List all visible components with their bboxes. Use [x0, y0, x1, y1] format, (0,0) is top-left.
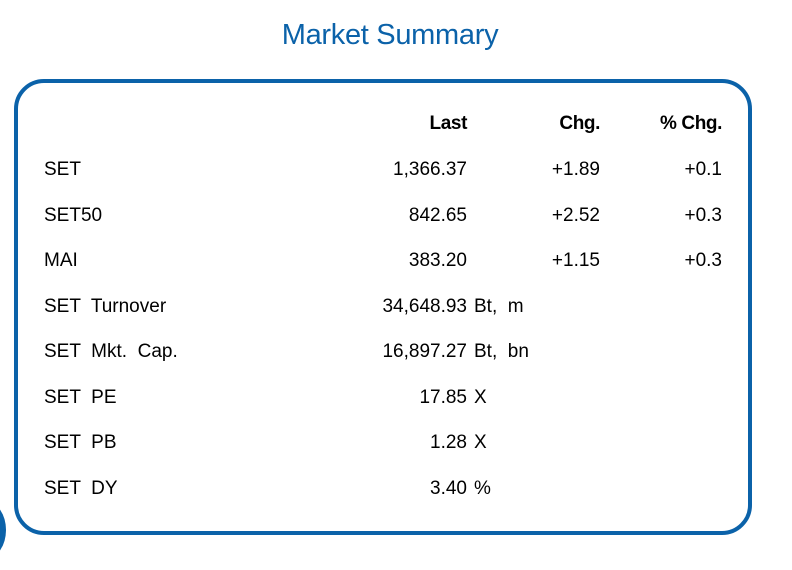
header-pct-chg: % Chg. [660, 113, 722, 134]
stat-unit: Bt, bn [474, 341, 529, 362]
stat-value: 3.40 [430, 478, 467, 499]
stat-label: SET Turnover [44, 296, 167, 317]
row-label: SET50 [44, 205, 103, 226]
row-label: SET [44, 159, 81, 180]
row-chg: +1.15 [551, 250, 600, 271]
stat-label: SET PE [44, 387, 117, 408]
decorative-circle [0, 502, 6, 558]
row-last: 842.65 [408, 205, 467, 226]
row-chg: +2.52 [551, 205, 600, 226]
stat-label: SET PB [44, 432, 117, 453]
stat-unit: Bt, m [474, 296, 524, 317]
stat-label: SET DY [44, 478, 118, 499]
stat-unit: X [474, 387, 487, 408]
stat-value: 17.85 [419, 387, 467, 408]
row-last: 383.20 [408, 250, 467, 271]
stat-value: 34,648.93 [382, 296, 467, 317]
stat-value: 1.28 [430, 432, 467, 453]
row-pct: +0.3 [684, 205, 722, 226]
stat-unit: X [474, 432, 487, 453]
row-last: 1,366.37 [393, 159, 467, 180]
market-summary-panel [14, 79, 752, 535]
row-label: MAI [44, 250, 78, 271]
stat-label: SET Mkt. Cap. [44, 341, 178, 362]
row-chg: +1.89 [551, 159, 600, 180]
stat-value: 16,897.27 [382, 341, 467, 362]
row-pct: +0.3 [684, 250, 722, 271]
row-pct: +0.1 [684, 159, 722, 180]
stat-unit: % [474, 478, 491, 499]
page-title: Market Summary [281, 19, 499, 51]
header-last: Last [429, 113, 468, 134]
header-chg: Chg. [559, 113, 600, 134]
